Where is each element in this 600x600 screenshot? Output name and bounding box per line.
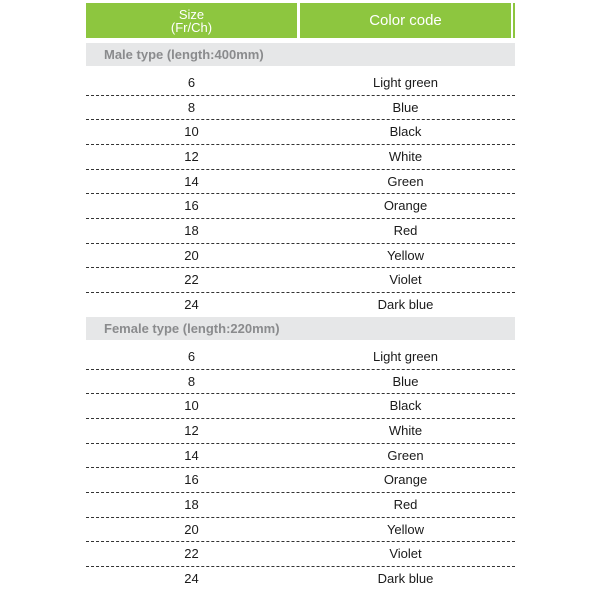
color-cell: Red bbox=[393, 223, 418, 239]
size-cell: 8 bbox=[187, 373, 196, 389]
color-cell: Violet bbox=[389, 272, 422, 288]
color-cell: Violet bbox=[389, 546, 422, 562]
color-cell: Dark blue bbox=[377, 297, 434, 313]
table-row: 14 Green bbox=[86, 170, 515, 195]
table-row: 16 Orange bbox=[86, 468, 515, 493]
table-row: 8 Blue bbox=[86, 96, 515, 121]
color-cell: Dark blue bbox=[377, 571, 434, 587]
size-cell: 24 bbox=[184, 297, 199, 313]
color-cell: Light green bbox=[372, 349, 439, 364]
table-row: 24 Dark blue bbox=[86, 567, 515, 592]
color-cell: Yellow bbox=[386, 521, 425, 537]
table-row: 14 Green bbox=[86, 444, 515, 469]
color-cell: Green bbox=[387, 173, 424, 189]
table-row: 8 Blue bbox=[86, 370, 515, 395]
table-row: 16 Orange bbox=[86, 194, 515, 219]
color-cell: Orange bbox=[383, 198, 428, 214]
size-cell: 24 bbox=[184, 571, 199, 587]
size-cell: 10 bbox=[184, 124, 199, 140]
header-stub bbox=[513, 3, 515, 38]
size-cell: 14 bbox=[184, 173, 199, 189]
color-cell: Black bbox=[389, 398, 422, 414]
table-row: 18 Red bbox=[86, 493, 515, 518]
size-cell: 18 bbox=[184, 497, 199, 513]
color-cell: White bbox=[388, 423, 423, 438]
size-cell: 16 bbox=[184, 472, 199, 488]
table-row: 20 Yellow bbox=[86, 244, 515, 269]
size-cell: 12 bbox=[184, 423, 199, 438]
size-header-unit: (Fr/Ch) bbox=[170, 19, 213, 35]
color-cell: Yellow bbox=[386, 247, 425, 263]
color-cell: White bbox=[388, 149, 423, 164]
size-cell: 16 bbox=[184, 198, 199, 214]
table-row: 22 Violet bbox=[86, 542, 515, 568]
color-cell: Orange bbox=[383, 472, 428, 488]
table-row: 6 Light green bbox=[86, 345, 515, 370]
color-cell: Black bbox=[389, 124, 422, 140]
table-row: 22 Violet bbox=[86, 268, 515, 294]
size-cell: 12 bbox=[184, 149, 199, 164]
table-row: 12 White bbox=[86, 145, 515, 170]
table-row: 24 Dark blue bbox=[86, 293, 515, 318]
size-cell: 6 bbox=[187, 349, 196, 364]
color-cell: Blue bbox=[392, 373, 419, 389]
color-cell: Green bbox=[387, 447, 424, 463]
size-cell: 22 bbox=[184, 272, 199, 288]
size-cell: 14 bbox=[184, 447, 199, 463]
size-cell: 6 bbox=[187, 75, 196, 90]
size-cell: 8 bbox=[187, 99, 196, 115]
table-row: 10 Black bbox=[86, 120, 515, 145]
table-row: 6 Light green bbox=[86, 71, 515, 96]
color-code-column-header: Color code bbox=[300, 3, 511, 38]
size-header-label: Size bbox=[178, 6, 205, 22]
color-cell: Light green bbox=[372, 75, 439, 90]
table-row: 20 Yellow bbox=[86, 518, 515, 543]
color-cell: Blue bbox=[392, 99, 419, 115]
section-header: Male type (length:400mm) bbox=[86, 43, 515, 66]
color-cell: Red bbox=[393, 497, 418, 513]
size-cell: 20 bbox=[184, 521, 199, 537]
size-column-header: Size (Fr/Ch) bbox=[86, 3, 297, 38]
size-cell: 20 bbox=[184, 247, 199, 263]
table-row: 18 Red bbox=[86, 219, 515, 244]
size-cell: 22 bbox=[184, 546, 199, 562]
section-header: Female type (length:220mm) bbox=[86, 317, 515, 340]
size-cell: 10 bbox=[184, 398, 199, 414]
size-cell: 18 bbox=[184, 223, 199, 239]
table-row: 12 White bbox=[86, 419, 515, 444]
table-row: 10 Black bbox=[86, 394, 515, 419]
